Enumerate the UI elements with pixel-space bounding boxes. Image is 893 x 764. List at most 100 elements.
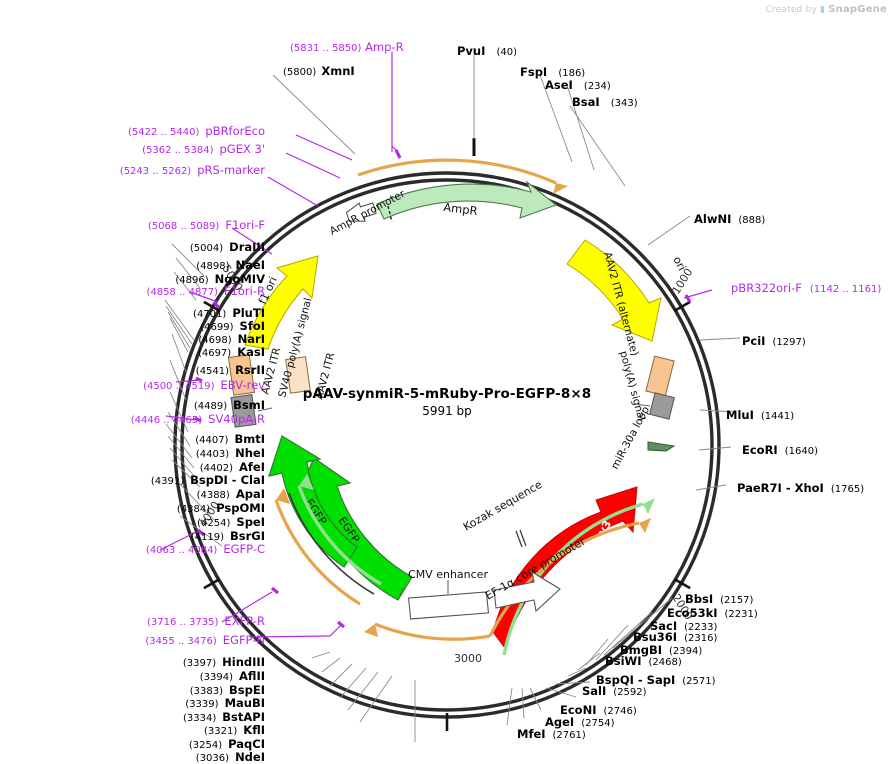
label-pspomi[interactable]: (4384) PspOMI — [0, 499, 265, 515]
label-ecori-name: EcoRI — [742, 443, 778, 457]
label-rsrii[interactable]: (4541) RsrII — [0, 361, 265, 377]
label-egfp-c[interactable]: (4063 .. 4084) EGFP-C — [0, 543, 265, 556]
label-f1ori-f[interactable]: (5068 .. 5089) F1ori-F — [0, 218, 265, 232]
label-paer7i-xhoi[interactable]: PaeR7I - XhoI (1765) — [737, 479, 864, 495]
label-prs-marker[interactable]: (5243 .. 5262) pRS-marker — [0, 164, 265, 177]
label-nhei-pos: (4403) — [195, 449, 230, 460]
label-paqci-pos: (3254) — [188, 740, 223, 751]
label-nhei-name: NheI — [235, 446, 265, 460]
feature-ef1a-core-promoter — [493, 570, 561, 613]
orange-trace-bottom-left — [274, 488, 361, 606]
label-alwni-pos: (888) — [738, 215, 766, 226]
label-ebv-rev[interactable]: (4500 .. 4519) EBV-rev — [0, 378, 265, 392]
label-ngomiv[interactable]: (4896) NgoMIV — [0, 270, 265, 286]
label-paqci[interactable]: (3254) PaqCI — [0, 735, 265, 751]
label-afei[interactable]: (4402) AfeI — [0, 458, 265, 474]
label-maubi[interactable]: (3339) MauBI — [0, 694, 265, 710]
label-agei[interactable]: AgeI (2754) — [545, 713, 614, 729]
label-sfoi[interactable]: (4699) SfoI — [0, 317, 265, 333]
label-ebv-rev-name: EBV-rev — [220, 378, 265, 392]
label-saci-pos: (2233) — [684, 622, 718, 633]
label-bspqi-sapi[interactable]: BspQI - SapI (2571) — [596, 671, 716, 687]
label-saci-name: SacI — [650, 619, 678, 633]
label-mlui-name: MluI — [726, 408, 754, 422]
label-bsai-pos: (343) — [610, 98, 638, 109]
label-pbr322ori-f[interactable]: pBR322ori-F (1142 .. 1161) — [731, 282, 881, 295]
label-pspomi-pos: (4384) — [176, 504, 211, 515]
label-bmti[interactable]: (4407) BmtI — [0, 430, 265, 446]
label-ecori[interactable]: EcoRI (1640) — [742, 441, 818, 457]
label-bsiwi[interactable]: BsiWI (2468) — [605, 652, 682, 668]
label-mlui[interactable]: MluI (1441) — [726, 406, 794, 422]
label-sfoi-pos: (4699) — [200, 322, 234, 333]
label-pbrforeco[interactable]: (5422 .. 5440) pBRforEco — [0, 125, 265, 138]
page-title: pAAV-synmiR-5-mRuby-Pro-EGFP-8×8 — [302, 386, 592, 402]
feature-label-kozak: Kozak sequence — [461, 478, 545, 534]
label-naei[interactable]: (4898) NaeI — [0, 256, 265, 272]
label-kasi-name: KasI — [237, 345, 265, 359]
label-asei[interactable]: AseI (234) — [545, 76, 611, 92]
label-nhei[interactable]: (4403) NheI — [0, 444, 265, 460]
label-hindiii-name: HindIII — [222, 655, 265, 669]
label-exfp-r[interactable]: (3716 .. 3735) EXFP-R — [0, 615, 265, 628]
label-pluti[interactable]: (4701) PluTI — [0, 304, 265, 320]
label-pvui[interactable]: PvuI (40) — [457, 42, 517, 58]
label-afei-name: AfeI — [239, 460, 265, 474]
label-econi[interactable]: EcoNI (2746) — [560, 701, 637, 717]
label-sali-pos: (2592) — [613, 687, 647, 698]
label-bsu36i[interactable]: Bsu36I (2316) — [633, 628, 717, 644]
label-apai[interactable]: (4388) ApaI — [0, 485, 265, 501]
label-bmgbi[interactable]: BmgBI (2394) — [620, 641, 702, 657]
label-amp-r-pos: (5831 .. 5850) — [290, 43, 362, 54]
label-kfli-pos: (3321) — [204, 726, 238, 737]
label-f1ori-r[interactable]: (4858 .. 4877) F1ori-R — [0, 285, 265, 298]
leader-sv40-polya — [257, 407, 273, 412]
label-eco53ki-pos: (2231) — [724, 609, 758, 620]
label-kasi[interactable]: (4697) KasI — [0, 343, 265, 359]
lightgreen-trace-bottom-left — [297, 474, 382, 586]
label-saci[interactable]: SacI (2233) — [650, 617, 717, 633]
label-sv40pa-r[interactable]: (4446 .. 4465) SV40pA-R — [0, 413, 265, 426]
tick-label-3000: 3000 — [454, 652, 482, 665]
label-egfp-n-name: EGFP-N — [222, 633, 265, 647]
label-kasi-pos: (4697) — [197, 348, 232, 359]
label-bbsi[interactable]: BbsI (2157) — [685, 590, 753, 606]
label-f1ori-f-name: F1ori-F — [225, 218, 265, 232]
label-pcii[interactable]: PciI (1297) — [742, 332, 806, 348]
feature-mruby3 — [492, 486, 638, 650]
label-amp-r-name: Amp-R — [365, 40, 404, 54]
label-bsrgi[interactable]: (4119) BsrGI — [0, 527, 265, 543]
label-sali[interactable]: SalI (2592) — [582, 682, 647, 698]
label-bbsi-name: BbsI — [685, 592, 714, 606]
label-bsai[interactable]: BsaI (343) — [572, 93, 638, 109]
label-xmni[interactable]: (5800) XmnI — [283, 62, 355, 78]
label-agei-name: AgeI — [545, 715, 575, 729]
label-amp-r[interactable]: (5831 .. 5850) Amp-R — [290, 40, 404, 54]
label-fspi[interactable]: FspI (186) — [520, 63, 585, 79]
label-rsrii-pos: (4541) — [195, 366, 230, 377]
label-nari[interactable]: (4698) NarI — [0, 330, 265, 346]
label-bspei-name: BspEI — [229, 683, 265, 697]
label-bstapi[interactable]: (3334) BstAPI — [0, 708, 265, 724]
label-bsai-name: BsaI — [572, 95, 600, 109]
label-bspei[interactable]: (3383) BspEI — [0, 681, 265, 697]
label-bspdi-clai-pos: (4391) — [150, 476, 185, 487]
label-maubi-name: MauBI — [224, 696, 265, 710]
label-ndei[interactable]: (3036) NdeI — [0, 748, 265, 764]
label-exfp-r-pos: (3716 .. 3735) — [146, 617, 219, 628]
label-pgex3[interactable]: (5362 .. 5384) pGEX 3' — [0, 143, 265, 156]
label-spei[interactable]: (4254) SpeI — [0, 513, 265, 529]
label-eco53ki[interactable]: Eco53kI (2231) — [667, 604, 758, 620]
label-kfli[interactable]: (3321) KflI — [0, 721, 265, 737]
label-ngomiv-pos: (4896) — [175, 275, 209, 286]
label-bsmi[interactable]: (4489) BsmI — [0, 396, 265, 412]
label-pcii-name: PciI — [742, 334, 766, 348]
label-hindiii[interactable]: (3397) HindIII — [0, 653, 265, 669]
label-draiii[interactable]: (5004) DraIII — [0, 238, 265, 254]
label-aflii[interactable]: (3394) AflII — [0, 667, 265, 683]
label-egfp-n[interactable]: (3455 .. 3476) EGFP-N — [0, 633, 265, 647]
label-mfei[interactable]: MfeI (2761) — [517, 725, 586, 741]
label-alwni[interactable]: AlwNI (888) — [694, 210, 765, 226]
label-bspdi-clai[interactable]: (4391) BspDI - ClaI — [0, 471, 265, 487]
